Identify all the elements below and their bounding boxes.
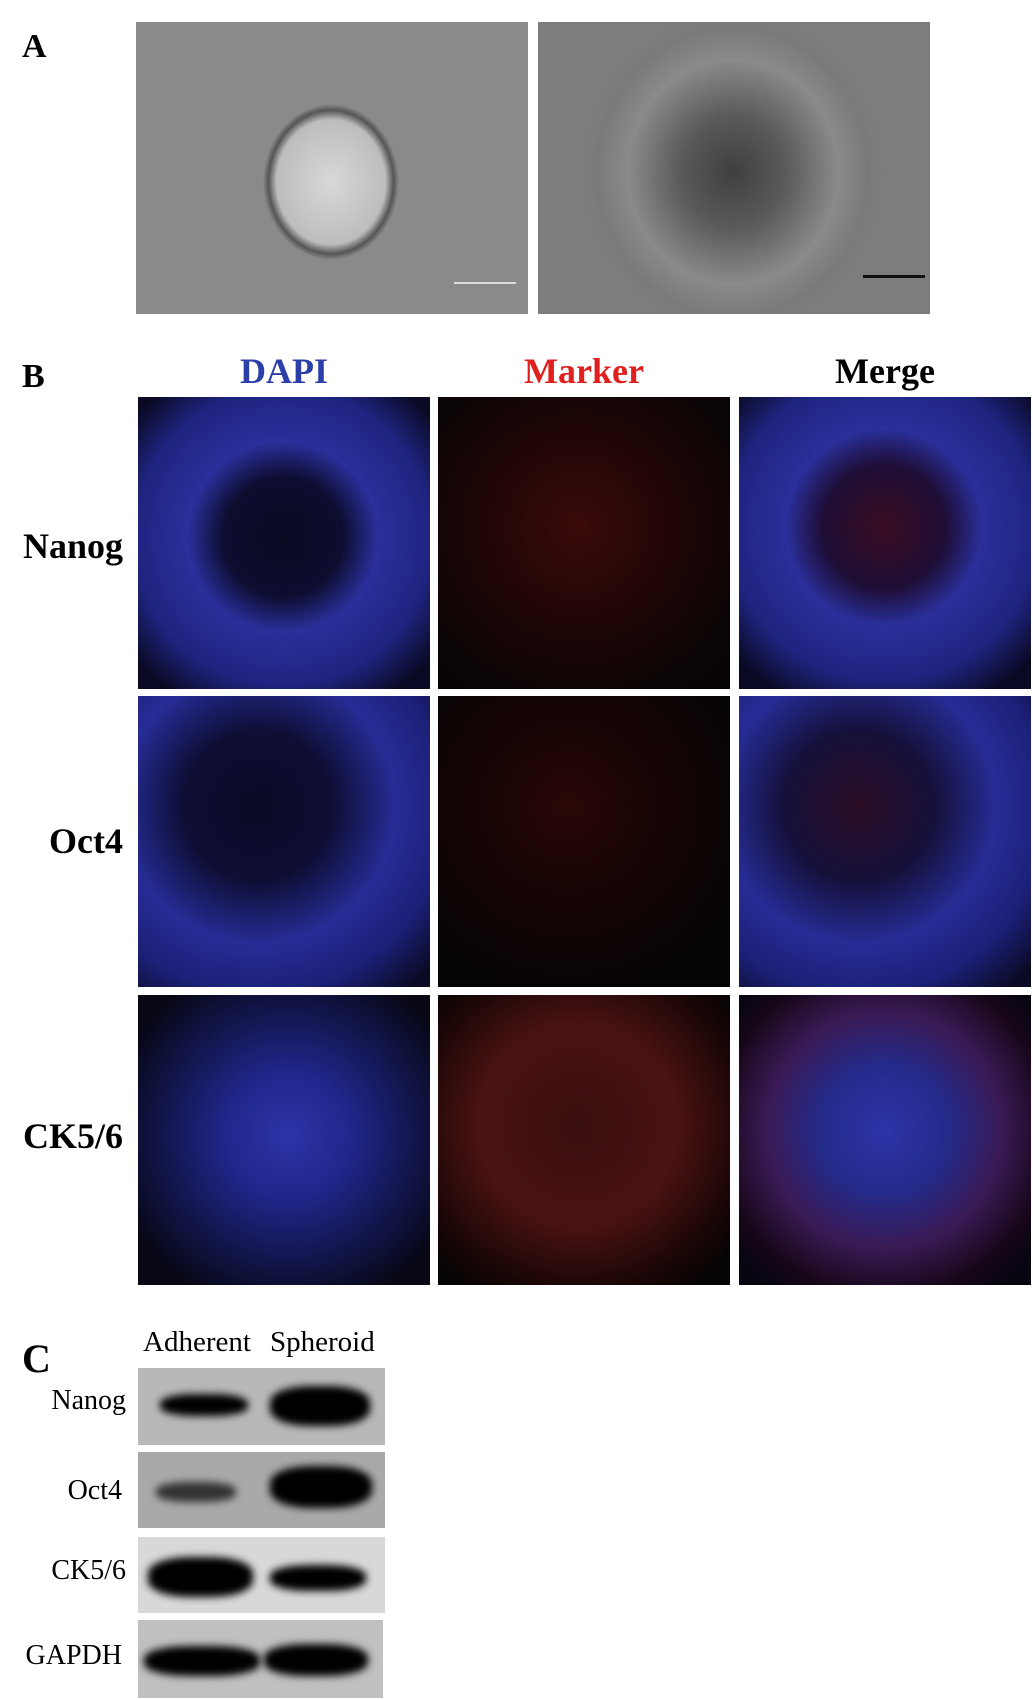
blot-gapdh: [138, 1620, 383, 1698]
scale-bar: [863, 275, 925, 278]
band-nanog-adherent: [160, 1394, 248, 1416]
blot-oct4: [138, 1452, 385, 1528]
ck56-dapi-image: [138, 995, 430, 1285]
nanog-marker-image: [438, 397, 730, 689]
band-gapdh-adherent: [144, 1646, 260, 1676]
band-ck56-adherent: [148, 1557, 253, 1597]
row-label-ck56: CK5/6: [22, 1116, 123, 1156]
column-header-dapi: DAPI: [240, 351, 328, 391]
band-nanog-spheroid: [270, 1386, 370, 1426]
adherent-colony-phase-contrast-image: [538, 22, 930, 314]
panel-label-c: C: [22, 1336, 51, 1381]
blot-nanog: [138, 1368, 385, 1445]
band-oct4-adherent: [156, 1482, 236, 1502]
column-header-merge: Merge: [835, 351, 935, 391]
blot-label-oct4: Oct4: [67, 1475, 122, 1506]
spheroid-phase-contrast-image: [136, 22, 528, 314]
blot-label-ck56: CK5/6: [51, 1555, 126, 1586]
column-header-marker: Marker: [524, 351, 644, 391]
oct4-dapi-image: [138, 696, 430, 987]
panel-label-b: B: [22, 358, 45, 395]
ck56-merge-image: [739, 995, 1031, 1285]
oct4-marker-image: [438, 696, 730, 987]
blot-label-nanog: Nanog: [51, 1385, 126, 1416]
oct4-merge-image: [739, 696, 1031, 987]
lane-label-spheroid: Spheroid: [270, 1326, 375, 1358]
row-label-nanog: Nanog: [22, 526, 123, 566]
nanog-dapi-image: [138, 397, 430, 689]
row-label-oct4: Oct4: [49, 821, 123, 861]
blot-label-gapdh: GAPDH: [25, 1640, 122, 1671]
band-oct4-spheroid: [270, 1466, 372, 1508]
band-gapdh-spheroid: [264, 1644, 368, 1676]
blot-ck56: [138, 1537, 385, 1613]
nanog-merge-image: [739, 397, 1031, 689]
band-ck56-spheroid: [270, 1565, 366, 1591]
lane-label-adherent: Adherent: [143, 1326, 251, 1358]
scale-bar: [454, 282, 516, 284]
ck56-marker-image: [438, 995, 730, 1285]
panel-label-a: A: [22, 28, 47, 65]
